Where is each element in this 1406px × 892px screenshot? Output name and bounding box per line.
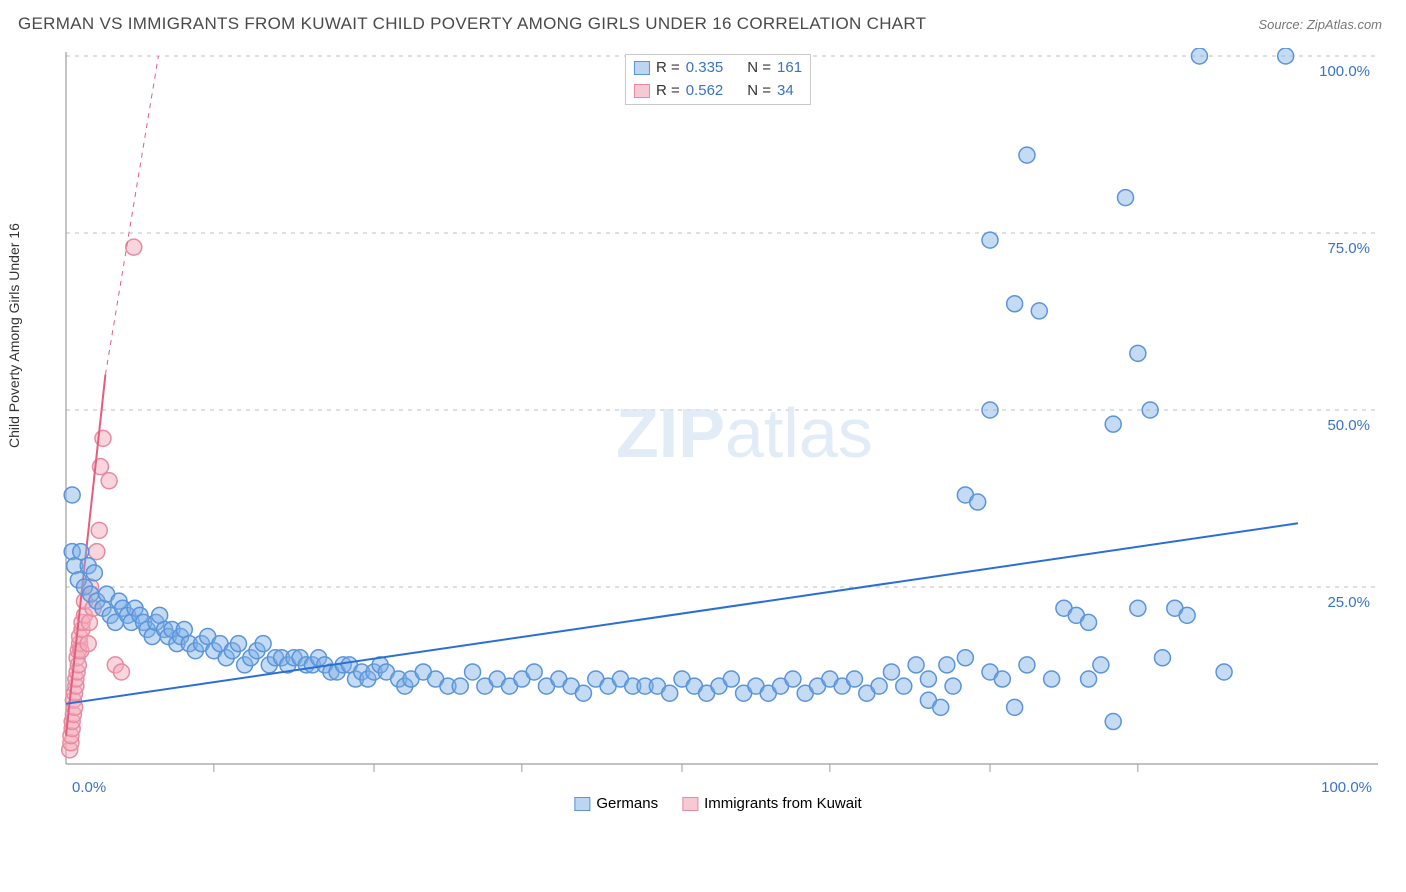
svg-text:100.0%: 100.0% <box>1319 63 1370 80</box>
chart-svg: 25.0% 50.0% 75.0% 100.0% 0.0% 100.0% <box>58 48 1378 818</box>
swatch-pink-icon <box>682 797 698 811</box>
svg-text:100.0%: 100.0% <box>1321 779 1372 796</box>
series-legend: Germans Immigrants from Kuwait <box>574 795 861 812</box>
chart-area: Child Poverty Among Girls Under 16 25.0%… <box>18 48 1388 848</box>
source-label: Source: ZipAtlas.com <box>1258 17 1382 32</box>
legend-item-kuwait: Immigrants from Kuwait <box>682 795 862 812</box>
svg-text:50.0%: 50.0% <box>1327 417 1370 434</box>
y-axis-label: Child Poverty Among Girls Under 16 <box>6 223 22 448</box>
svg-text:0.0%: 0.0% <box>72 779 106 796</box>
legend-item-germans: Germans <box>574 795 658 812</box>
svg-text:25.0%: 25.0% <box>1327 594 1370 611</box>
correlation-legend: R = 0.335 N = 161 R = 0.562 N = 34 <box>625 54 811 105</box>
swatch-blue-icon <box>574 797 590 811</box>
header: GERMAN VS IMMIGRANTS FROM KUWAIT CHILD P… <box>0 0 1406 44</box>
swatch-pink <box>634 84 650 98</box>
plot: 25.0%50.0%75.0%100.0%0.0%100.0% ZIPatlas… <box>58 48 1378 818</box>
svg-text:75.0%: 75.0% <box>1327 240 1370 257</box>
legend-row-kuwait: R = 0.562 N = 34 <box>634 80 802 103</box>
swatch-blue <box>634 61 650 75</box>
legend-row-germans: R = 0.335 N = 161 <box>634 57 802 80</box>
chart-title: GERMAN VS IMMIGRANTS FROM KUWAIT CHILD P… <box>18 14 926 34</box>
